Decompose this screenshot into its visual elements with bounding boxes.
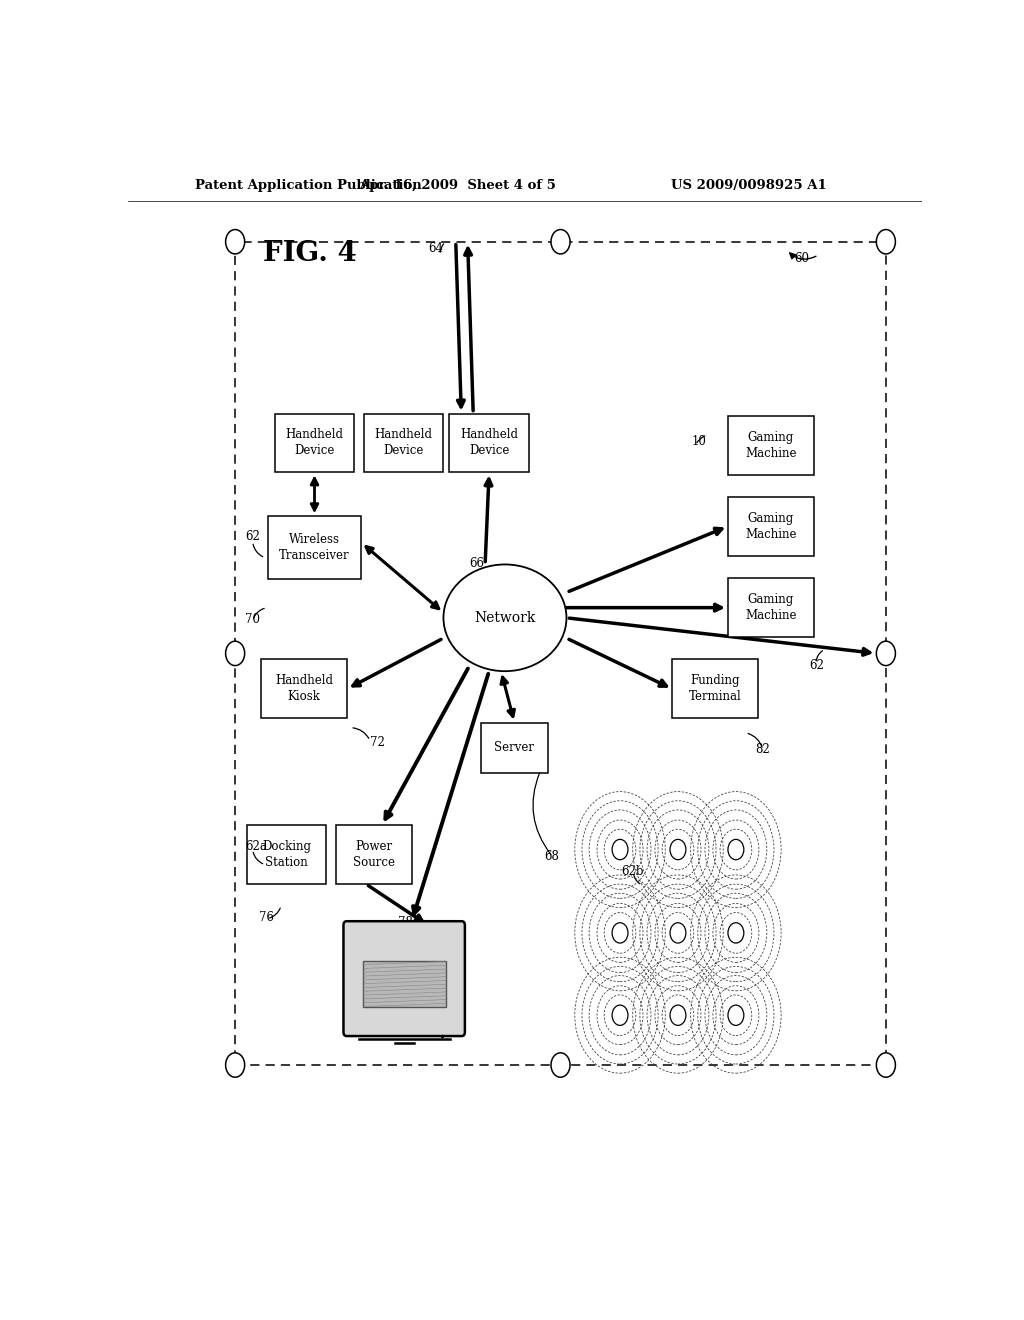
Circle shape: [728, 840, 743, 859]
Text: 70: 70: [246, 612, 260, 626]
Circle shape: [670, 840, 686, 859]
Text: Gaming
Machine: Gaming Machine: [745, 512, 797, 541]
Circle shape: [877, 642, 895, 665]
Text: Wireless
Transceiver: Wireless Transceiver: [280, 533, 350, 562]
Circle shape: [612, 840, 628, 859]
Text: Handheld
Device: Handheld Device: [286, 429, 343, 458]
Text: 66: 66: [469, 557, 484, 570]
Text: Docking
Station: Docking Station: [262, 840, 311, 869]
Ellipse shape: [443, 565, 566, 671]
Bar: [236, 242, 886, 1065]
FancyBboxPatch shape: [247, 825, 327, 884]
FancyBboxPatch shape: [673, 660, 758, 718]
Circle shape: [877, 1053, 895, 1077]
Text: 62a: 62a: [246, 840, 267, 853]
Text: 62: 62: [809, 659, 823, 672]
Text: 82: 82: [755, 743, 770, 756]
Text: Network: Network: [474, 611, 536, 624]
FancyBboxPatch shape: [364, 413, 443, 473]
Text: Handheld
Device: Handheld Device: [460, 429, 518, 458]
Circle shape: [225, 1053, 245, 1077]
FancyBboxPatch shape: [274, 413, 354, 473]
Circle shape: [670, 923, 686, 942]
Text: Server: Server: [495, 742, 535, 755]
Text: Handheld
Device: Handheld Device: [375, 429, 432, 458]
Text: 10: 10: [691, 436, 707, 447]
FancyBboxPatch shape: [728, 416, 814, 474]
Text: Handheld
Kiosk: Handheld Kiosk: [275, 675, 333, 704]
Text: 80: 80: [350, 1002, 366, 1015]
Text: 64: 64: [428, 242, 443, 255]
FancyBboxPatch shape: [336, 825, 412, 884]
FancyBboxPatch shape: [728, 496, 814, 556]
FancyBboxPatch shape: [343, 921, 465, 1036]
FancyBboxPatch shape: [261, 660, 347, 718]
FancyBboxPatch shape: [480, 722, 548, 774]
Text: FIG. 4: FIG. 4: [263, 240, 356, 267]
Text: US 2009/0098925 A1: US 2009/0098925 A1: [671, 180, 826, 193]
FancyBboxPatch shape: [728, 578, 814, 638]
Text: Apr. 16, 2009  Sheet 4 of 5: Apr. 16, 2009 Sheet 4 of 5: [358, 180, 556, 193]
Circle shape: [728, 923, 743, 942]
FancyBboxPatch shape: [267, 516, 361, 579]
Circle shape: [551, 230, 570, 253]
Circle shape: [670, 1005, 686, 1026]
Text: 76: 76: [259, 911, 274, 924]
Circle shape: [225, 642, 245, 665]
Text: Gaming
Machine: Gaming Machine: [745, 593, 797, 622]
Circle shape: [612, 1005, 628, 1026]
Text: 60: 60: [795, 252, 810, 265]
Text: 62: 62: [246, 529, 260, 543]
Text: Patent Application Publication: Patent Application Publication: [196, 180, 422, 193]
Circle shape: [551, 1053, 570, 1077]
Text: 62b: 62b: [622, 865, 644, 878]
Text: Power
Source: Power Source: [353, 840, 395, 869]
Text: 72: 72: [370, 735, 385, 748]
FancyBboxPatch shape: [362, 961, 445, 1007]
Circle shape: [877, 230, 895, 253]
Circle shape: [612, 923, 628, 942]
Text: Gaming
Machine: Gaming Machine: [745, 430, 797, 459]
Text: 68: 68: [545, 850, 559, 863]
Circle shape: [728, 1005, 743, 1026]
Text: Funding
Terminal: Funding Terminal: [689, 675, 741, 704]
Text: 78: 78: [397, 916, 413, 929]
FancyBboxPatch shape: [450, 413, 528, 473]
Circle shape: [225, 230, 245, 253]
